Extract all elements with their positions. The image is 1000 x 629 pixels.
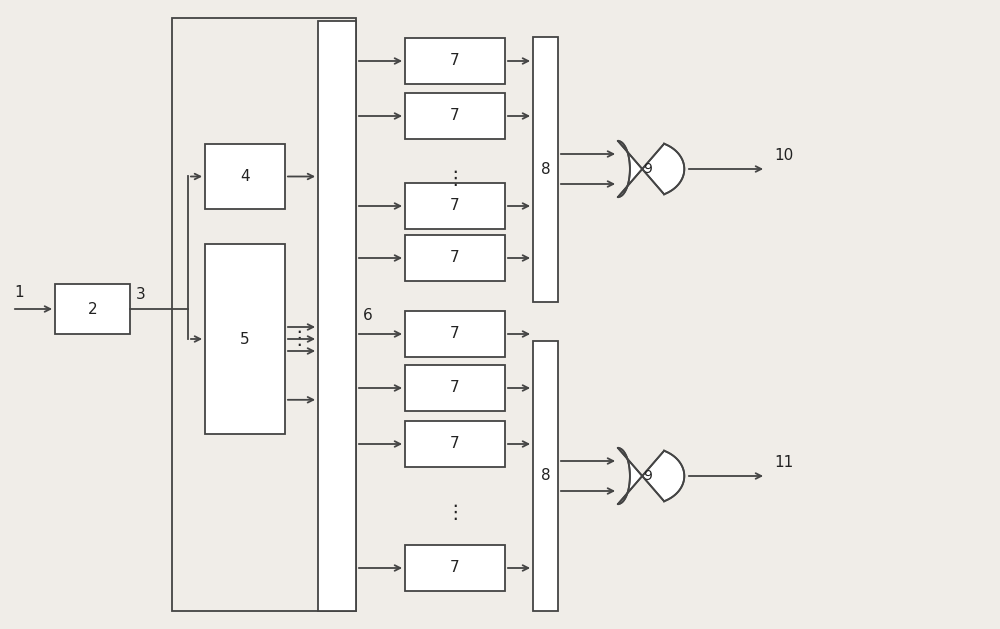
Polygon shape: [618, 448, 684, 504]
Text: 4: 4: [240, 169, 250, 184]
Polygon shape: [618, 141, 684, 197]
Bar: [405, 38, 505, 84]
Text: ⋮: ⋮: [445, 169, 465, 187]
Text: 7: 7: [450, 560, 460, 576]
Text: 2: 2: [88, 301, 97, 316]
Bar: [205, 244, 285, 434]
Bar: [172, 18, 356, 611]
Text: 10: 10: [774, 148, 793, 163]
Bar: [405, 235, 505, 281]
Bar: [405, 93, 505, 139]
Text: 1: 1: [14, 285, 24, 300]
Bar: [533, 37, 558, 302]
Bar: [405, 421, 505, 467]
Bar: [55, 284, 130, 334]
Text: 7: 7: [450, 326, 460, 342]
Bar: [533, 341, 558, 611]
Text: 7: 7: [450, 199, 460, 213]
Bar: [205, 144, 285, 209]
Text: 5: 5: [240, 331, 250, 347]
Text: 8: 8: [541, 469, 550, 484]
Bar: [405, 365, 505, 411]
Text: 3: 3: [136, 287, 146, 302]
Text: 8: 8: [541, 162, 550, 177]
Bar: [405, 311, 505, 357]
Text: 9: 9: [644, 469, 652, 483]
Bar: [405, 183, 505, 229]
Text: 7: 7: [450, 437, 460, 452]
Bar: [318, 21, 356, 611]
Text: 6: 6: [363, 308, 373, 323]
Text: ⋮: ⋮: [445, 503, 465, 523]
Text: 11: 11: [774, 455, 793, 470]
Text: 7: 7: [450, 108, 460, 123]
Text: 7: 7: [450, 250, 460, 265]
Text: 9: 9: [644, 162, 652, 176]
Text: 7: 7: [450, 381, 460, 396]
Text: 7: 7: [450, 53, 460, 69]
Bar: [405, 545, 505, 591]
Text: ⋮: ⋮: [289, 330, 308, 348]
